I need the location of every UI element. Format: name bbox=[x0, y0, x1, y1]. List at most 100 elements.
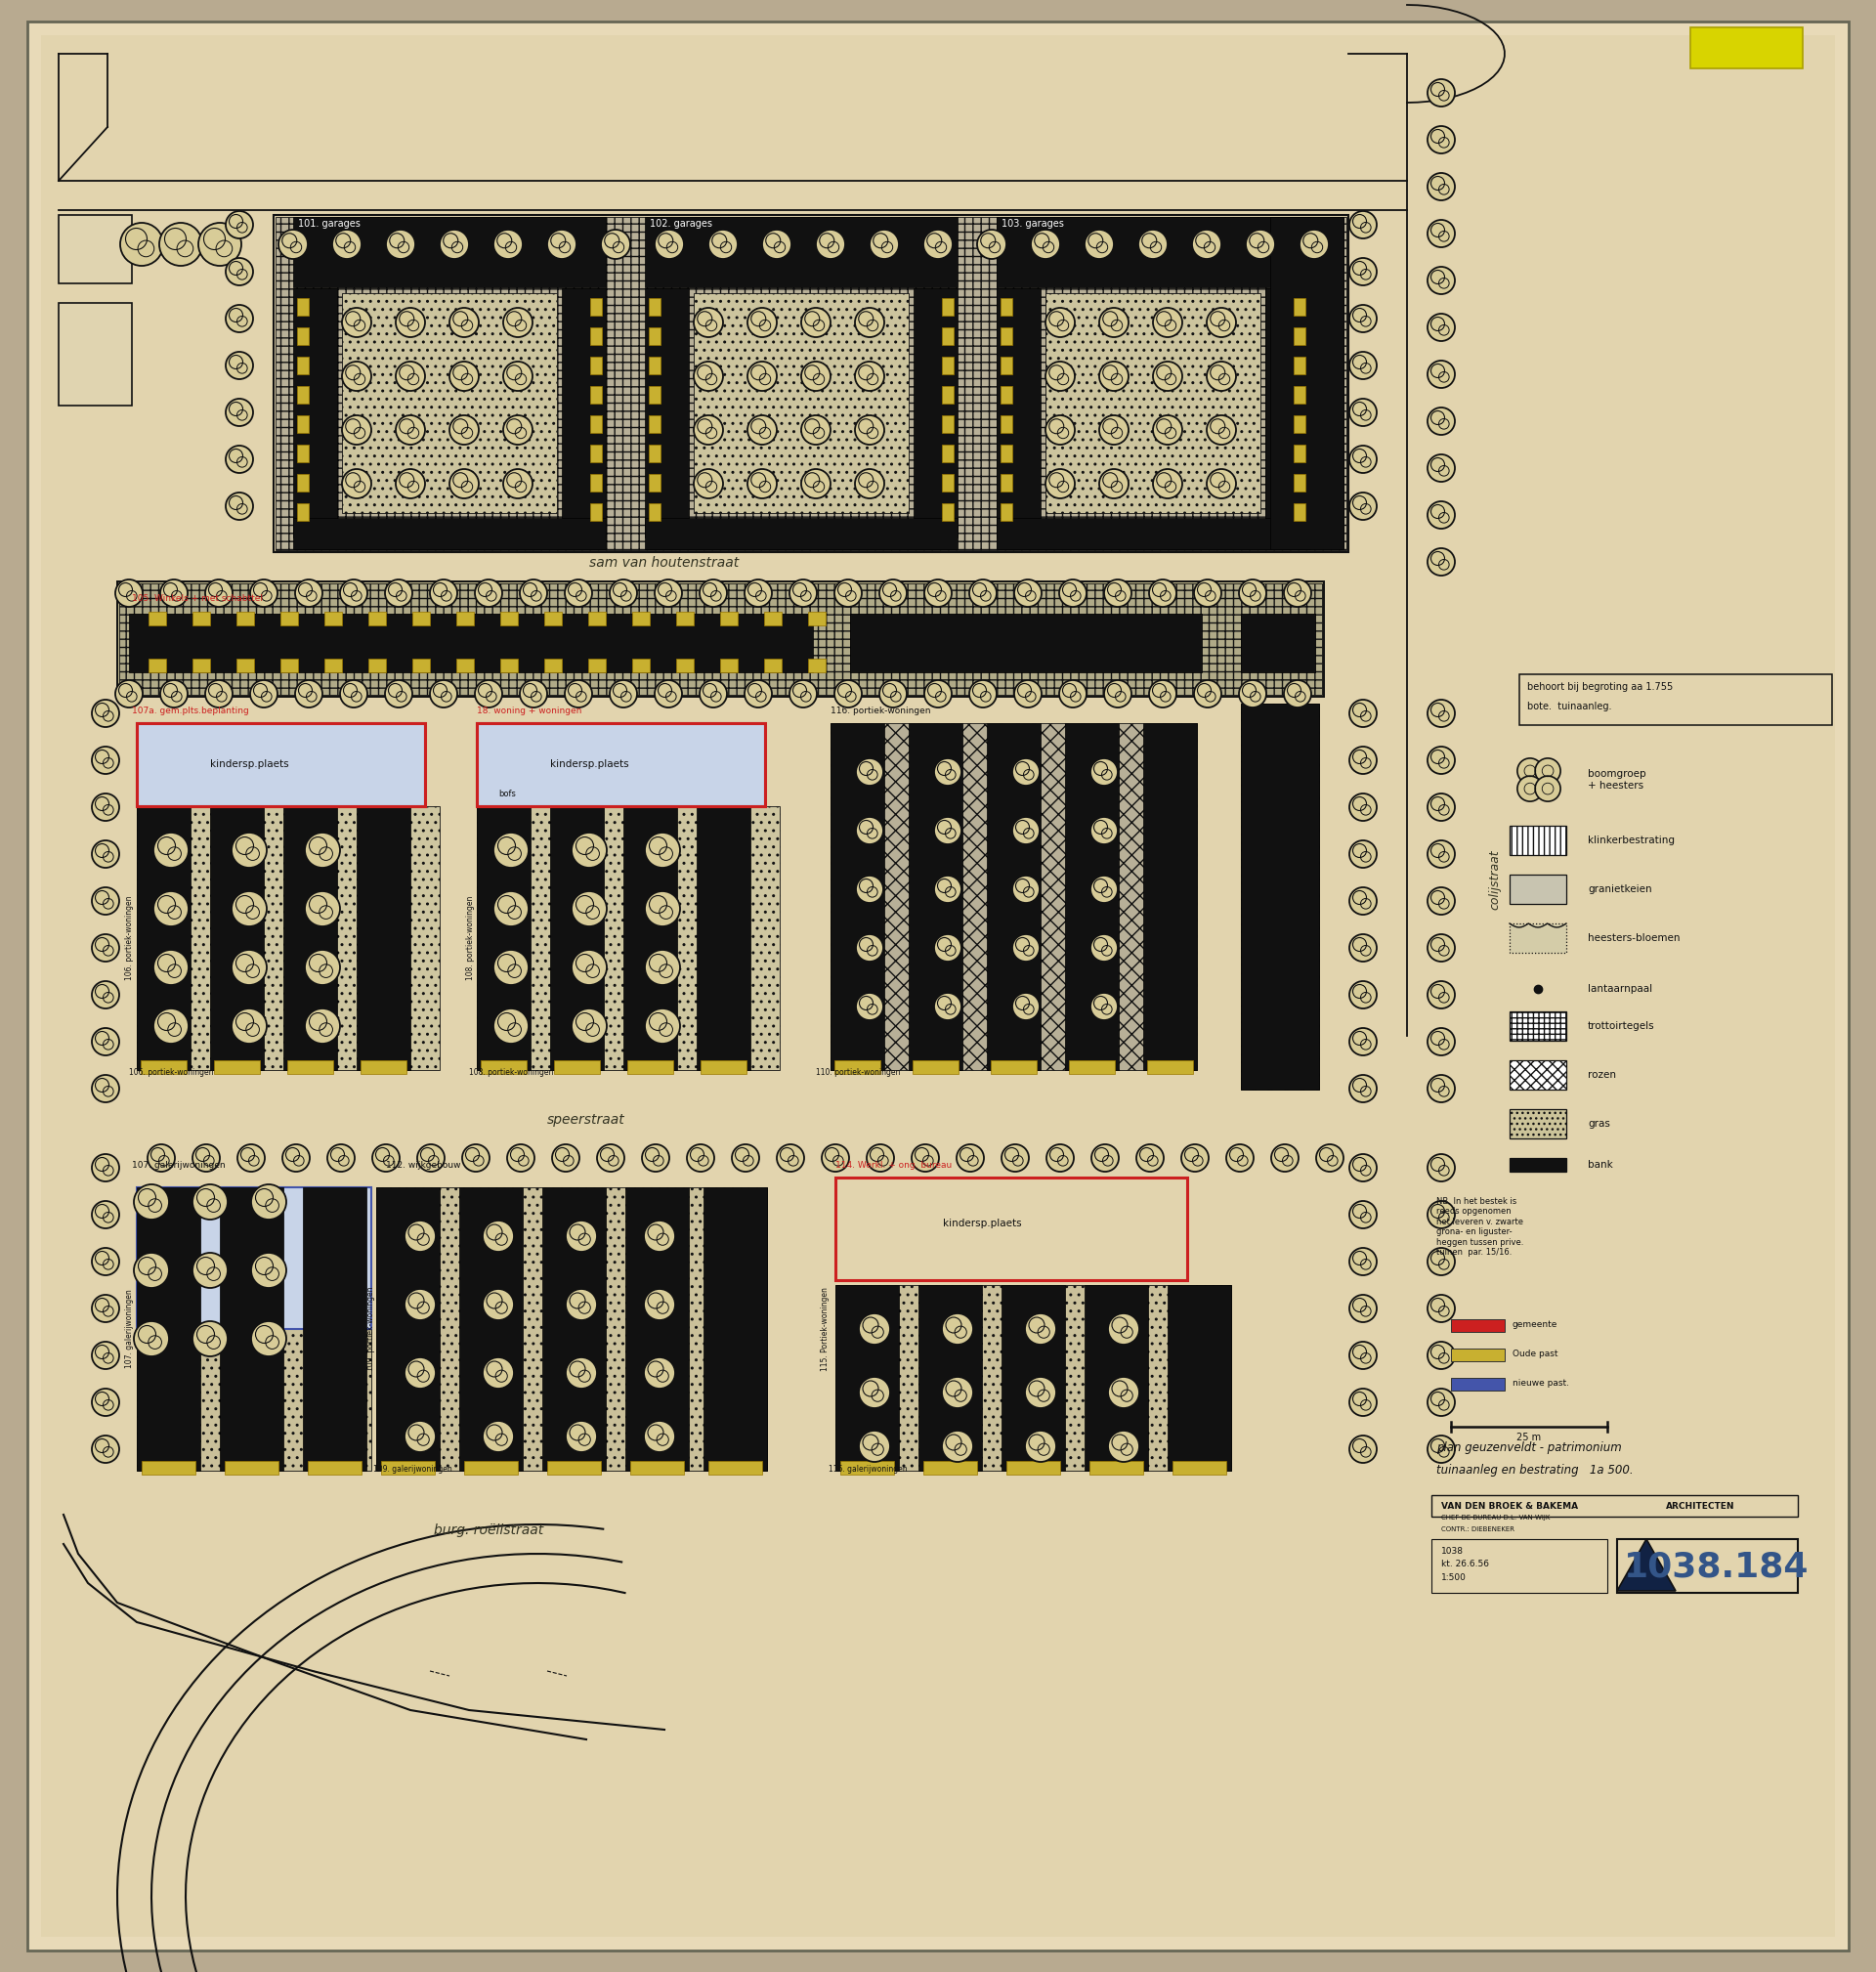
Bar bbox=[368, 611, 386, 625]
Text: ARCHITECTEN: ARCHITECTEN bbox=[1666, 1501, 1735, 1511]
Circle shape bbox=[341, 308, 371, 337]
Circle shape bbox=[133, 1252, 169, 1288]
Text: bofs: bofs bbox=[499, 789, 516, 799]
Bar bbox=[704, 1187, 767, 1471]
Circle shape bbox=[1428, 1201, 1456, 1229]
Bar bbox=[308, 1461, 362, 1475]
Circle shape bbox=[1349, 935, 1377, 962]
Circle shape bbox=[1349, 211, 1377, 239]
Bar bbox=[991, 1061, 1037, 1075]
Bar bbox=[381, 1461, 435, 1475]
Circle shape bbox=[855, 469, 884, 499]
Circle shape bbox=[870, 229, 899, 258]
Text: plan geuzenveldt - patrimonium: plan geuzenveldt - patrimonium bbox=[1437, 1442, 1621, 1453]
Bar bbox=[274, 215, 1349, 552]
Bar bbox=[1450, 1349, 1505, 1361]
Bar bbox=[1431, 1538, 1608, 1593]
Circle shape bbox=[1154, 469, 1182, 499]
Circle shape bbox=[92, 1154, 120, 1181]
Circle shape bbox=[133, 1321, 169, 1357]
Circle shape bbox=[341, 361, 371, 390]
Circle shape bbox=[1182, 1144, 1208, 1171]
Bar bbox=[1294, 327, 1306, 345]
Circle shape bbox=[1349, 1296, 1377, 1321]
Circle shape bbox=[745, 680, 771, 708]
Circle shape bbox=[114, 680, 143, 708]
Bar bbox=[296, 327, 310, 345]
Text: nieuwe past.: nieuwe past. bbox=[1512, 1378, 1568, 1388]
Text: speerstraat: speerstraat bbox=[548, 1112, 625, 1126]
Circle shape bbox=[1015, 680, 1041, 708]
Bar bbox=[700, 1061, 747, 1075]
Circle shape bbox=[154, 1008, 189, 1043]
Circle shape bbox=[283, 1144, 310, 1171]
Bar bbox=[1294, 503, 1306, 521]
Circle shape bbox=[92, 840, 120, 868]
Circle shape bbox=[450, 308, 478, 337]
Text: bank: bank bbox=[1587, 1160, 1613, 1169]
Circle shape bbox=[957, 1144, 983, 1171]
Circle shape bbox=[1428, 1296, 1456, 1321]
Circle shape bbox=[493, 229, 523, 258]
Text: gras: gras bbox=[1587, 1118, 1610, 1128]
Circle shape bbox=[251, 1321, 287, 1357]
Circle shape bbox=[1349, 446, 1377, 473]
Bar bbox=[1270, 217, 1343, 548]
Circle shape bbox=[572, 891, 606, 927]
Bar bbox=[942, 387, 953, 404]
Bar bbox=[1090, 1461, 1142, 1475]
Bar bbox=[287, 1061, 334, 1075]
Circle shape bbox=[645, 951, 679, 986]
Text: 108. portiek-woningen: 108. portiek-woningen bbox=[465, 895, 475, 980]
Circle shape bbox=[1283, 680, 1311, 708]
Circle shape bbox=[855, 416, 884, 444]
Circle shape bbox=[385, 680, 413, 708]
Bar bbox=[996, 519, 1309, 548]
Circle shape bbox=[1137, 1144, 1163, 1171]
Bar bbox=[919, 1286, 981, 1471]
Bar bbox=[148, 611, 167, 625]
Bar bbox=[1294, 387, 1306, 404]
Text: heesters-bloemen: heesters-bloemen bbox=[1587, 933, 1681, 943]
Circle shape bbox=[859, 1313, 889, 1345]
Circle shape bbox=[934, 816, 961, 844]
Bar bbox=[1000, 327, 1013, 345]
Text: 116. galerijwoningen: 116. galerijwoningen bbox=[829, 1465, 908, 1473]
Bar bbox=[850, 613, 1203, 672]
Circle shape bbox=[835, 580, 861, 607]
Circle shape bbox=[430, 580, 458, 607]
Circle shape bbox=[1428, 548, 1456, 576]
Bar bbox=[148, 659, 167, 672]
Circle shape bbox=[855, 759, 884, 785]
Bar bbox=[137, 724, 426, 807]
Circle shape bbox=[507, 1144, 535, 1171]
Circle shape bbox=[231, 832, 266, 868]
Circle shape bbox=[1349, 351, 1377, 379]
Circle shape bbox=[1272, 1144, 1298, 1171]
Text: 114. Werkl. + ong. bureau: 114. Werkl. + ong. bureau bbox=[835, 1162, 951, 1169]
Circle shape bbox=[1428, 935, 1456, 962]
Circle shape bbox=[1535, 757, 1561, 783]
Circle shape bbox=[1349, 1075, 1377, 1102]
Circle shape bbox=[1349, 493, 1377, 521]
Circle shape bbox=[1349, 793, 1377, 820]
Circle shape bbox=[801, 361, 831, 390]
Bar bbox=[809, 659, 825, 672]
Circle shape bbox=[1428, 1027, 1456, 1055]
Text: kindersp.plaets: kindersp.plaets bbox=[550, 759, 628, 769]
Circle shape bbox=[295, 680, 323, 708]
Bar bbox=[368, 659, 386, 672]
Bar bbox=[831, 724, 1197, 1071]
Circle shape bbox=[396, 416, 426, 444]
Circle shape bbox=[493, 1008, 529, 1043]
Bar bbox=[942, 503, 953, 521]
Text: CONTR.: DIEBENEKER: CONTR.: DIEBENEKER bbox=[1441, 1526, 1514, 1532]
Bar bbox=[1510, 1061, 1566, 1091]
Bar bbox=[623, 807, 677, 1071]
Circle shape bbox=[565, 680, 593, 708]
Bar bbox=[591, 416, 602, 434]
Bar bbox=[280, 611, 298, 625]
Circle shape bbox=[92, 793, 120, 820]
Bar bbox=[1450, 1319, 1505, 1331]
Circle shape bbox=[762, 229, 792, 258]
